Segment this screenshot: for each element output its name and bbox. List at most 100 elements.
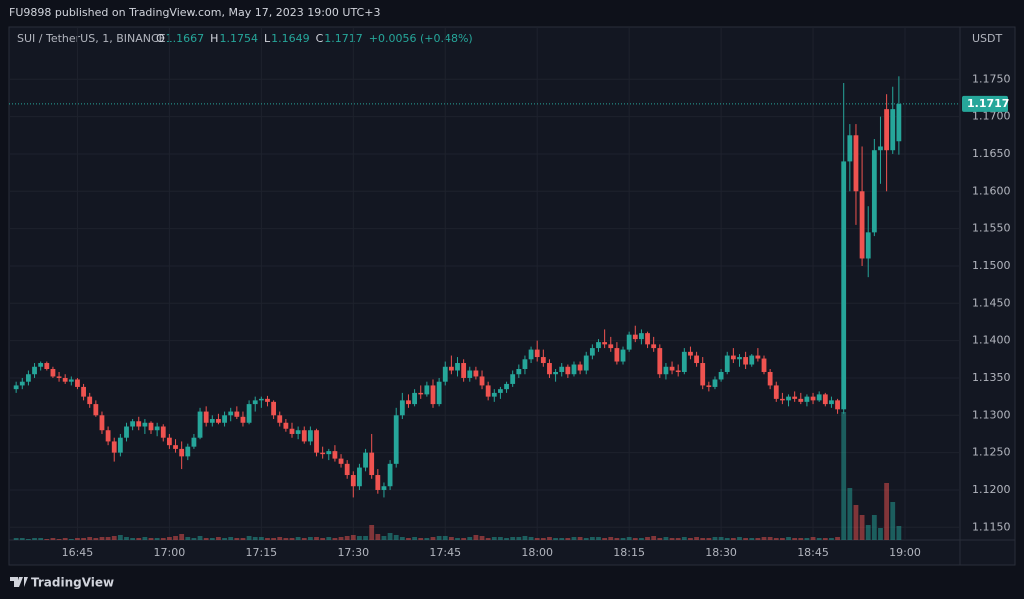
candle-body [835, 400, 840, 410]
candle-body [246, 404, 252, 423]
volume-bar [393, 535, 399, 540]
candle-body [816, 394, 822, 401]
volume-bar [246, 536, 252, 540]
candle-body [810, 396, 816, 401]
volume-bar [761, 537, 767, 540]
volume-bar [62, 538, 68, 540]
candle-body [350, 475, 356, 487]
candle-body [62, 377, 68, 382]
volume-bar [645, 537, 650, 540]
volume-bar [203, 538, 209, 540]
candle-body [749, 355, 755, 365]
candle-body [130, 421, 136, 427]
volume-bar [700, 538, 706, 540]
volume-bar [528, 537, 534, 540]
logo: TradingView [10, 576, 114, 590]
candle-body [675, 370, 681, 372]
candle-body [32, 366, 37, 375]
volume-bar [798, 538, 804, 540]
volume-bar [357, 536, 362, 540]
volume-bar [681, 537, 687, 540]
volume-bar [13, 538, 19, 540]
volume-bar [173, 536, 178, 540]
candle-body [485, 385, 491, 397]
x-tick-label: 18:45 [797, 546, 829, 559]
candle-body [369, 452, 375, 476]
volume-bar [516, 537, 522, 540]
candle-body [498, 389, 503, 393]
volume-bar [307, 537, 313, 540]
candle-body [669, 366, 675, 371]
volume-bar [277, 537, 283, 540]
volume-bar [657, 538, 663, 540]
candle-body [399, 400, 405, 416]
volume-bar [154, 538, 160, 540]
candle-body [688, 351, 693, 356]
x-tick-label: 18:30 [705, 546, 737, 559]
volume-bar [565, 538, 571, 540]
candle-body [271, 401, 277, 416]
candle-body [436, 381, 442, 405]
candle-body [504, 383, 509, 390]
volume-bar [479, 536, 485, 540]
volume-bar [136, 538, 142, 540]
volume-bar [436, 536, 442, 540]
candle-body [418, 392, 424, 395]
volume-bar [510, 537, 516, 540]
candle-body [26, 374, 31, 382]
candle-body [344, 463, 350, 476]
candle-body [412, 392, 417, 405]
x-tick-label: 19:00 [889, 546, 921, 559]
volume-bar [639, 538, 644, 540]
volume-bar [810, 537, 816, 540]
volume-bar [350, 535, 356, 540]
x-tick-label: 17:30 [337, 546, 369, 559]
candle-body [755, 355, 761, 359]
candle-body [81, 386, 86, 397]
candle-body [847, 135, 853, 162]
candle-body [289, 428, 295, 434]
volume-bar [491, 537, 497, 540]
candle-body [730, 355, 736, 360]
candle-body [430, 385, 436, 405]
candle-body [479, 376, 485, 386]
volume-bar [75, 538, 80, 540]
candle-body [265, 398, 270, 402]
candle-body [209, 419, 215, 423]
volume-bar [730, 538, 736, 540]
volume-bar [38, 538, 44, 540]
volume-bar [430, 537, 436, 540]
volume-bar [197, 536, 203, 540]
volume-bar [295, 537, 301, 540]
legend-label: O [156, 32, 165, 45]
volume-bar [473, 535, 479, 540]
candle-body [99, 415, 105, 431]
candle-body [890, 109, 896, 151]
volume-bar [283, 538, 289, 540]
candle-body [93, 404, 99, 416]
volume-bar [130, 538, 136, 540]
candle-body [853, 135, 859, 192]
candle-body [277, 415, 283, 423]
volume-bar [44, 539, 50, 540]
candle-body [583, 355, 589, 371]
volume-bar [338, 537, 344, 540]
volume-bar [718, 537, 724, 540]
volume-bar [675, 538, 681, 540]
volume-bar [878, 528, 883, 540]
logo-icon [10, 577, 28, 587]
volume-bar [485, 538, 491, 540]
volume-bar [553, 538, 558, 540]
volume-bar [301, 538, 307, 540]
volume-bar [792, 538, 798, 540]
legend-label: L [264, 32, 271, 45]
volume-bar [87, 537, 93, 540]
currency: USDT [972, 32, 1003, 45]
volume-bar [547, 537, 552, 540]
volume-bar [216, 537, 221, 540]
volume-bar [712, 537, 718, 540]
candle-body [651, 344, 657, 349]
volume-bar [369, 525, 375, 540]
x-tick-label: 17:00 [154, 546, 186, 559]
